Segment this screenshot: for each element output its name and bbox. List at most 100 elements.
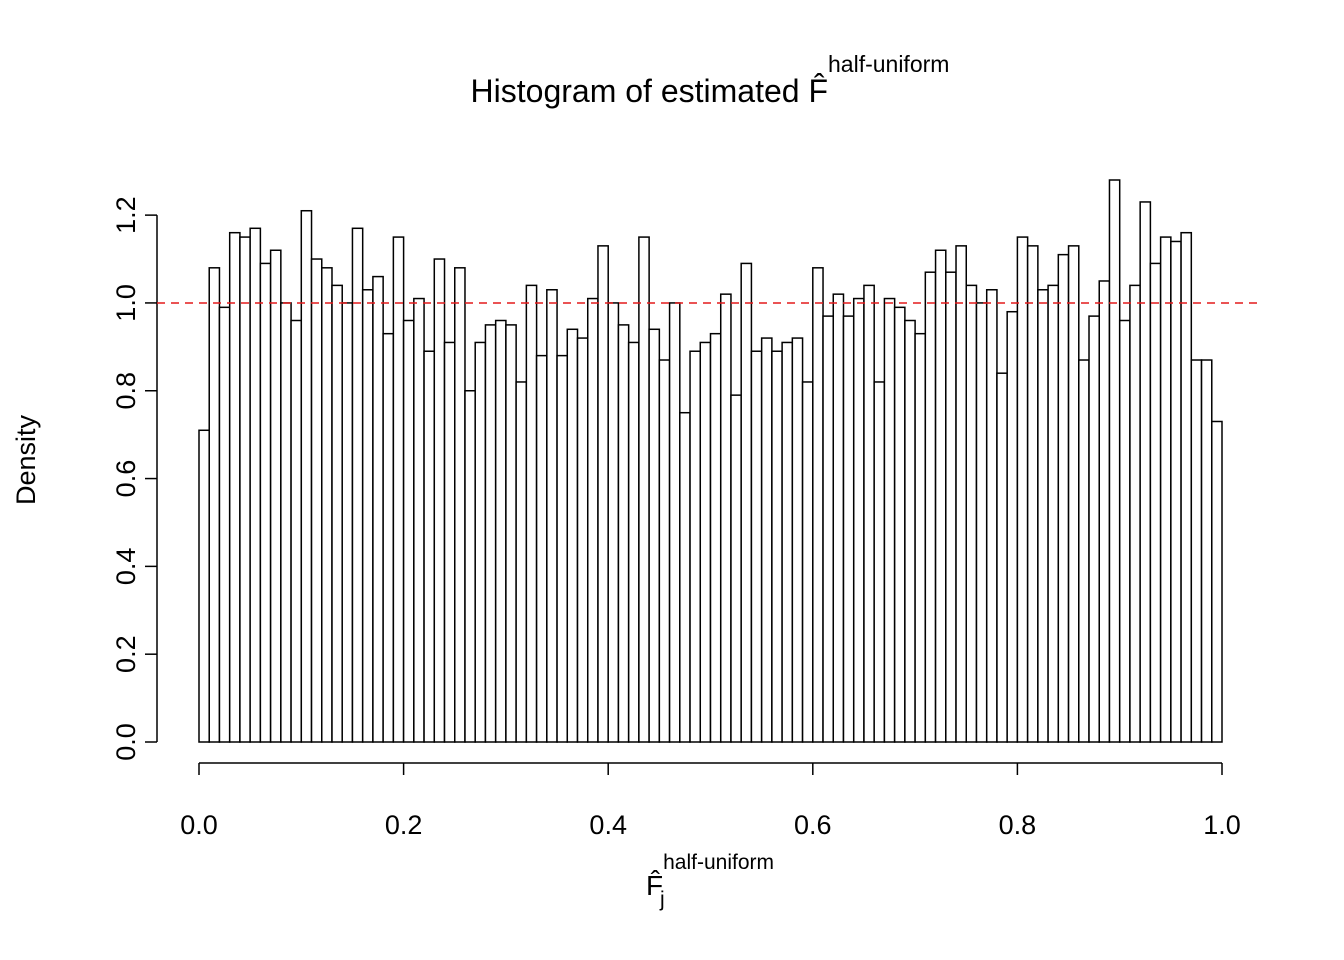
x-tick-label: 0.6 bbox=[794, 810, 832, 840]
bar bbox=[1139, 201, 1152, 743]
bar bbox=[1129, 284, 1141, 743]
bar bbox=[464, 390, 476, 743]
bar bbox=[883, 297, 896, 743]
bar bbox=[484, 324, 497, 743]
bar bbox=[1057, 253, 1070, 743]
y-tick-label: 0.6 bbox=[111, 460, 141, 498]
x-tick-label: 0.4 bbox=[589, 810, 627, 840]
bar bbox=[924, 271, 937, 743]
bar bbox=[914, 332, 927, 743]
bar bbox=[300, 209, 313, 743]
x-label-superscript: half-uniform bbox=[663, 851, 774, 874]
chart-title: Histogram of estimated F̂half-uniform bbox=[471, 51, 950, 109]
bar bbox=[1088, 315, 1100, 743]
bar bbox=[719, 293, 732, 743]
bar bbox=[934, 249, 947, 743]
bar bbox=[1149, 262, 1162, 743]
bar bbox=[750, 350, 763, 743]
bar bbox=[648, 328, 661, 743]
x-axis-label: F̂half-uniform bbox=[646, 851, 774, 901]
bar bbox=[341, 302, 354, 743]
x-tick-label: 0.2 bbox=[385, 810, 423, 840]
bar bbox=[525, 284, 538, 743]
bar bbox=[617, 324, 630, 743]
bar bbox=[658, 359, 671, 743]
bar bbox=[423, 350, 436, 743]
bar bbox=[638, 236, 650, 743]
bar bbox=[740, 262, 753, 743]
title-superscript: half-uniform bbox=[828, 51, 949, 77]
bar bbox=[576, 337, 589, 743]
bar bbox=[1047, 284, 1060, 743]
bar bbox=[1159, 236, 1172, 743]
bar bbox=[290, 319, 303, 743]
bar bbox=[351, 227, 364, 743]
bar bbox=[689, 350, 702, 743]
bar bbox=[556, 354, 569, 743]
bar bbox=[269, 249, 282, 743]
y-tick-label: 1.0 bbox=[111, 284, 141, 322]
bar bbox=[310, 258, 323, 743]
bar bbox=[812, 267, 824, 743]
title-text: Histogram of estimated bbox=[471, 73, 800, 109]
bar bbox=[873, 381, 886, 743]
bar bbox=[852, 297, 865, 743]
y-tick-label: 0.8 bbox=[111, 372, 141, 410]
bar bbox=[546, 289, 558, 743]
bar bbox=[515, 381, 528, 743]
bar bbox=[249, 227, 262, 743]
x-tick-label: 0.8 bbox=[999, 810, 1037, 840]
bar bbox=[760, 337, 773, 743]
bar bbox=[699, 341, 712, 743]
bar bbox=[1078, 359, 1090, 743]
bar bbox=[208, 267, 221, 743]
x-label-symbol: F̂ bbox=[646, 870, 663, 901]
bar bbox=[832, 293, 845, 743]
bar bbox=[822, 315, 835, 743]
bar bbox=[382, 332, 395, 743]
x-tick-label: 0.0 bbox=[180, 810, 218, 840]
bar bbox=[413, 297, 425, 743]
y-tick-label: 0.0 bbox=[111, 723, 141, 761]
bar bbox=[842, 315, 855, 743]
y-tick-label: 1.2 bbox=[111, 196, 141, 234]
bar bbox=[372, 275, 384, 743]
bar bbox=[198, 429, 210, 743]
bar bbox=[709, 332, 722, 743]
bar bbox=[893, 306, 906, 743]
title-symbol: F̂ bbox=[808, 73, 828, 109]
bar bbox=[535, 354, 548, 743]
bar bbox=[474, 341, 487, 743]
bar bbox=[454, 267, 466, 743]
bar bbox=[361, 289, 374, 743]
x-tick-label: 1.0 bbox=[1203, 810, 1241, 840]
bar bbox=[863, 284, 875, 743]
bar bbox=[321, 267, 333, 743]
bar bbox=[1098, 280, 1111, 743]
bar bbox=[597, 245, 609, 743]
bar bbox=[259, 262, 272, 743]
bar bbox=[494, 319, 507, 743]
bar bbox=[945, 271, 957, 743]
bar bbox=[1118, 319, 1131, 743]
bar bbox=[1037, 289, 1049, 743]
bar bbox=[331, 284, 343, 743]
bar bbox=[1211, 420, 1223, 743]
bar bbox=[668, 302, 681, 743]
bar bbox=[996, 372, 1008, 743]
bar bbox=[505, 324, 517, 743]
bar bbox=[443, 341, 456, 743]
bar bbox=[586, 297, 599, 743]
y-tick-label: 0.4 bbox=[111, 548, 141, 586]
bar bbox=[1180, 231, 1193, 743]
bar bbox=[965, 284, 978, 743]
bar bbox=[791, 337, 804, 743]
bar bbox=[975, 302, 988, 743]
bar bbox=[904, 319, 916, 743]
bar bbox=[1016, 236, 1029, 743]
y-axis-label: Density bbox=[11, 414, 41, 505]
bar bbox=[218, 306, 231, 743]
bar bbox=[1067, 245, 1080, 743]
bar bbox=[801, 381, 814, 743]
